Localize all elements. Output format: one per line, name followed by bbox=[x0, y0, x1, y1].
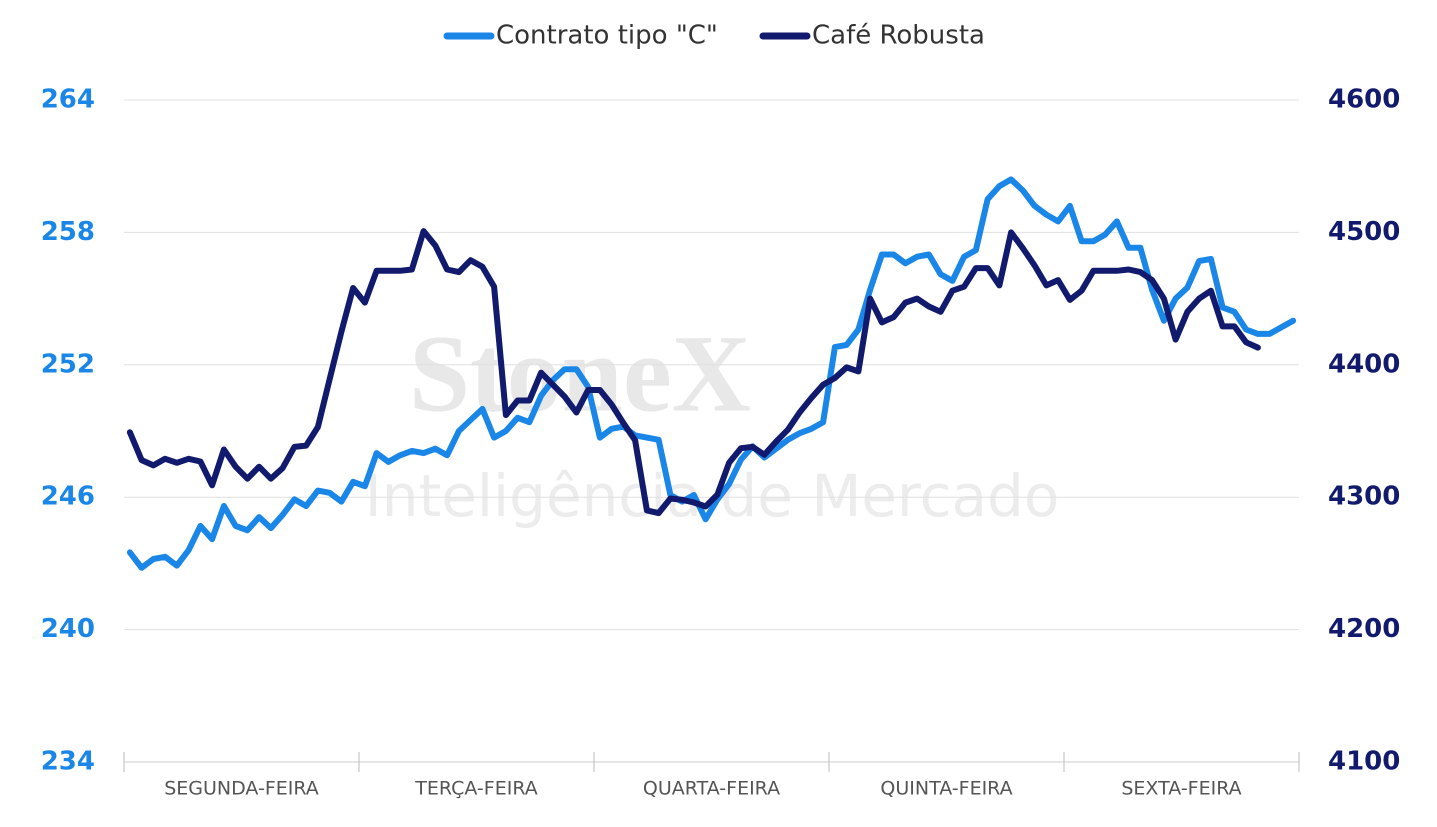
y-tick-label: 234 bbox=[41, 747, 95, 777]
x-tick-label: TERÇA-FEIRA bbox=[414, 778, 538, 800]
y-tick-label: 264 bbox=[41, 85, 95, 115]
y-tick-label: 252 bbox=[41, 349, 95, 379]
x-tick-label: SEXTA-FEIRA bbox=[1121, 778, 1241, 800]
y2-tick-label: 4400 bbox=[1328, 349, 1400, 379]
y2-tick-label: 4100 bbox=[1328, 747, 1400, 777]
x-tick-label: QUARTA-FEIRA bbox=[643, 778, 780, 800]
series-line bbox=[126, 228, 1261, 517]
y-tick-label: 240 bbox=[41, 614, 95, 644]
x-separators bbox=[123, 752, 1300, 772]
y2-tick-label: 4200 bbox=[1328, 614, 1400, 644]
y2-tick-label: 4300 bbox=[1328, 482, 1400, 512]
x-tick-label: SEGUNDA-FEIRA bbox=[164, 778, 319, 800]
y2-tick-label: 4500 bbox=[1328, 217, 1400, 247]
y-tick-label: 246 bbox=[41, 482, 95, 512]
series-line bbox=[126, 176, 1297, 571]
legend-label: Café Robusta bbox=[812, 21, 985, 51]
y-tick-label: 258 bbox=[41, 217, 95, 247]
y2-tick-label: 4600 bbox=[1328, 85, 1400, 115]
x-tick-label: QUINTA-FEIRA bbox=[880, 778, 1012, 800]
legend-label: Contrato tipo "C" bbox=[496, 21, 718, 51]
